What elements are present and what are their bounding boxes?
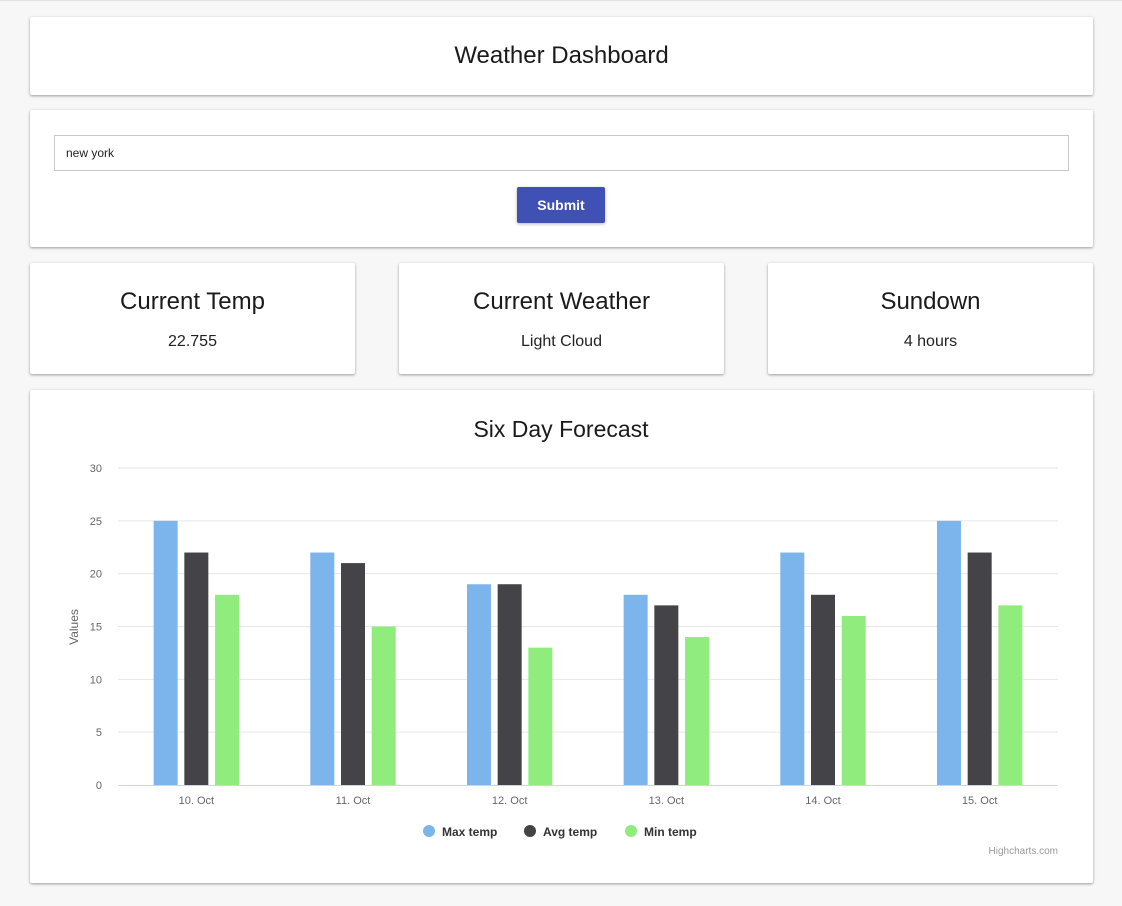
bar-min-temp[interactable]: [528, 647, 553, 785]
bar-max-temp[interactable]: [780, 552, 805, 785]
legend-marker: [524, 825, 536, 837]
bar-max-temp[interactable]: [936, 520, 961, 785]
legend-marker: [423, 825, 435, 837]
legend-label: Min temp: [644, 825, 697, 839]
forecast-chart: Six Day Forecast Values 0 5 10 15 20 25 30 10.…: [67, 416, 1058, 857]
legend-item-avg-temp[interactable]: Avg temp: [524, 825, 597, 839]
y-tick-label: 0: [96, 780, 102, 792]
y-tick-label: 30: [90, 463, 102, 475]
bar-min-temp[interactable]: [371, 626, 396, 786]
chart-title: Six Day Forecast: [473, 416, 649, 442]
bar-min-temp[interactable]: [685, 637, 710, 785]
sundown-card: Sundown 4 hours: [768, 263, 1093, 374]
bar-avg-temp[interactable]: [497, 584, 522, 785]
submit-button[interactable]: Submit: [517, 187, 605, 223]
y-tick-label: 20: [90, 569, 102, 581]
legend-marker: [625, 825, 637, 837]
page-title: Weather Dashboard: [454, 42, 669, 69]
bar-avg-temp[interactable]: [811, 594, 835, 785]
current-temp-title: Current Temp: [120, 288, 265, 315]
current-temp-value: 22.755: [168, 333, 217, 350]
bar-avg-temp[interactable]: [654, 605, 679, 785]
bar-min-temp[interactable]: [215, 594, 240, 785]
current-weather-card: Current Weather Light Cloud: [399, 263, 724, 374]
chart-credit[interactable]: Highcharts.com: [989, 846, 1058, 857]
current-weather-title: Current Weather: [473, 288, 650, 315]
city-search-input[interactable]: [54, 135, 1069, 171]
x-tick-label: 14. Oct: [805, 795, 840, 807]
legend-label: Max temp: [442, 825, 497, 839]
current-temp-card: Current Temp 22.755: [30, 263, 355, 374]
x-tick-label: 15. Oct: [962, 795, 997, 807]
x-tick-label: 12. Oct: [492, 795, 527, 807]
bar-max-temp[interactable]: [153, 520, 178, 785]
bar-min-temp[interactable]: [998, 605, 1023, 785]
x-tick-label: 10. Oct: [179, 795, 214, 807]
legend-label: Avg temp: [543, 825, 597, 839]
y-tick-label: 5: [96, 727, 102, 739]
header-card: Weather Dashboard: [30, 17, 1093, 95]
legend-item-min-temp[interactable]: Min temp: [625, 825, 697, 839]
current-weather-value: Light Cloud: [521, 333, 602, 350]
bar-avg-temp[interactable]: [967, 552, 992, 785]
y-tick-label: 25: [90, 516, 102, 528]
legend-item-max-temp[interactable]: Max temp: [423, 825, 497, 839]
y-tick-label: 10: [90, 674, 102, 686]
sundown-value: 4 hours: [903, 333, 958, 350]
bar-avg-temp[interactable]: [341, 563, 365, 785]
search-card: Submit: [30, 110, 1093, 247]
y-tick-label: 15: [90, 622, 102, 634]
x-tick-label: 11. Oct: [336, 795, 371, 807]
bar-max-temp[interactable]: [466, 584, 491, 785]
y-axis-label: Values: [67, 609, 81, 645]
forecast-chart-card: Six Day Forecast Values 0 5 10 15 20 25 30 10.…: [30, 390, 1093, 883]
bar-avg-temp[interactable]: [184, 552, 209, 785]
bar-max-temp[interactable]: [623, 594, 648, 785]
x-tick-label: 13. Oct: [649, 795, 684, 807]
bar-min-temp[interactable]: [841, 615, 866, 785]
bar-max-temp[interactable]: [310, 552, 335, 785]
sundown-title: Sundown: [880, 288, 981, 315]
